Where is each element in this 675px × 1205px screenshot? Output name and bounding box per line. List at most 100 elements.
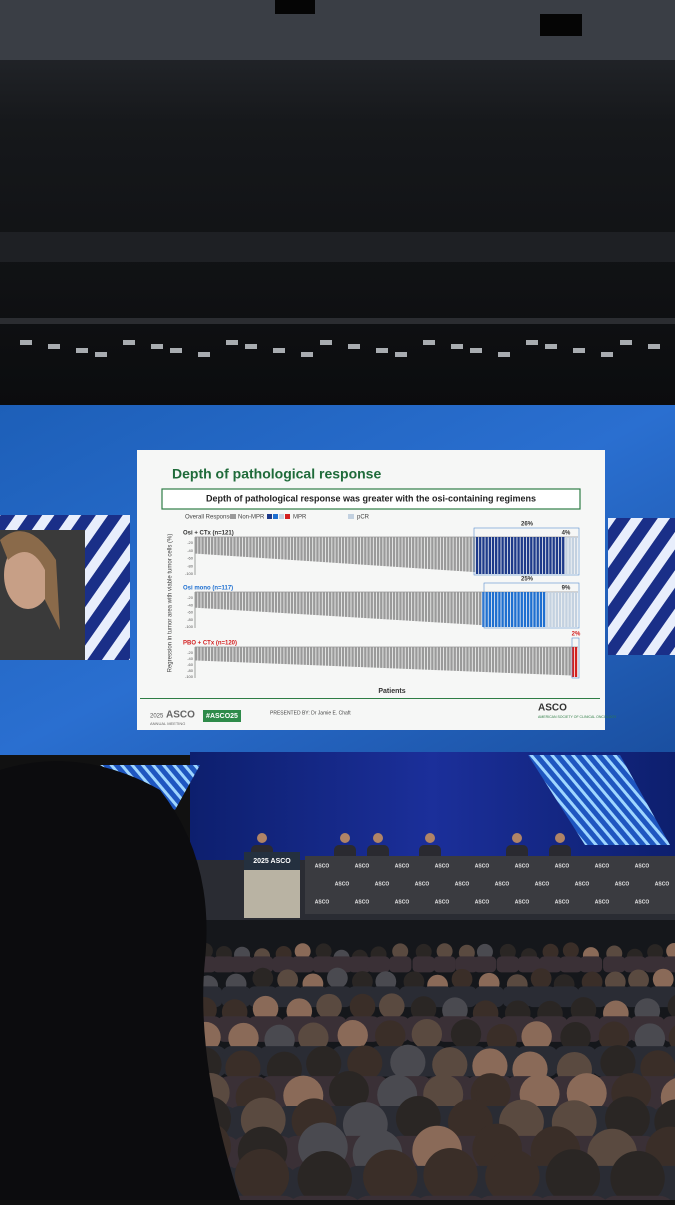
waterfall-bar — [396, 592, 399, 620]
audience-head — [450, 1019, 482, 1050]
stage-lights — [0, 318, 675, 357]
waterfall-bar — [542, 592, 546, 627]
waterfall-bar — [546, 647, 549, 675]
waterfall-bar — [268, 537, 271, 559]
audience-head — [298, 1022, 329, 1053]
waterfall-bar — [412, 537, 415, 569]
waterfall-bar — [427, 592, 431, 622]
waterfall-bar — [322, 647, 326, 666]
waterfall-bar — [491, 592, 495, 627]
waterfall-bar — [204, 647, 207, 661]
waterfall-bar — [297, 592, 300, 614]
waterfall-bar — [405, 592, 409, 621]
table-logos: ASCO ASCO ASCO ASCO ASCO ASCO ASCO ASCO ASCO ASCO… — [315, 863, 670, 905]
waterfall-bar — [290, 592, 294, 614]
table-logo: ASCO — [435, 863, 450, 869]
audience-body — [212, 956, 236, 973]
y-tick-label: -80 — [187, 563, 194, 568]
waterfall-bar — [201, 537, 204, 555]
waterfall-bar — [217, 592, 220, 610]
waterfall-bar — [319, 537, 322, 562]
panelist-head — [340, 833, 350, 843]
ceiling-vent — [275, 0, 315, 14]
audience-head — [375, 1020, 406, 1051]
table-logo: ASCO — [475, 863, 490, 869]
waterfall-bar — [501, 537, 504, 574]
waterfall-bar — [198, 647, 201, 661]
waterfall-bar — [504, 537, 507, 574]
waterfall-bar — [552, 592, 555, 627]
audience-head — [432, 1047, 468, 1083]
waterfall-bar — [571, 647, 575, 677]
audience-body — [559, 956, 583, 973]
y-axis-label: Regression in tumor area with viable tum… — [168, 534, 174, 673]
waterfall-bar — [351, 647, 354, 667]
table-logo: ASCO — [435, 899, 450, 905]
waterfall-bar — [479, 537, 482, 574]
waterfall-bar — [412, 647, 415, 670]
waterfall-bar — [226, 537, 230, 556]
waterfall-bar — [293, 592, 297, 614]
light-bar — [0, 318, 675, 324]
waterfall-bar — [351, 592, 354, 618]
audience-body — [502, 986, 532, 1008]
waterfall-bar — [412, 592, 415, 621]
waterfall-bar — [431, 537, 434, 570]
mpr-percent: 2% — [572, 632, 581, 638]
waterfall-bar — [421, 647, 425, 670]
waterfall-bar — [319, 592, 322, 616]
waterfall-bar — [354, 537, 357, 565]
audience-head — [476, 943, 493, 960]
waterfall-bar — [491, 537, 495, 574]
waterfall-bar — [507, 537, 511, 574]
waterfall-bar — [236, 647, 239, 663]
audience-head — [228, 1022, 259, 1054]
waterfall-bar — [453, 592, 456, 624]
waterfall-bar — [297, 647, 300, 665]
panel-label: PBO + CTx (n=120) — [183, 641, 237, 647]
waterfall-bar — [271, 647, 274, 664]
org-sub: AMERICAN SOCIETY OF CLINICAL ONCOLOGY — [538, 715, 617, 719]
waterfall-bar — [536, 647, 539, 675]
legend-swatch — [230, 514, 236, 519]
audience-head — [347, 1045, 383, 1081]
waterfall-bar — [287, 537, 290, 560]
waterfall-bar — [479, 592, 482, 626]
waterfall-bar — [249, 592, 252, 612]
waterfall-bar — [453, 647, 456, 671]
waterfall-bar — [325, 592, 329, 616]
waterfall-bar — [210, 592, 214, 609]
audience-head — [436, 943, 453, 960]
waterfall-bar — [277, 592, 281, 613]
y-tick-label: -100 — [185, 674, 194, 679]
waterfall-bar — [488, 592, 492, 627]
waterfall-bar — [236, 537, 239, 557]
waterfall-bar — [383, 647, 386, 669]
mpr-box — [483, 582, 580, 629]
panel-label: Osi mono (n=117) — [183, 586, 233, 592]
waterfall-bar — [271, 537, 274, 559]
waterfall-bar — [370, 592, 373, 619]
waterfall-bar — [443, 592, 447, 623]
audience-head — [423, 1147, 478, 1203]
waterfall-bar — [303, 537, 306, 561]
panel-table — [305, 856, 675, 914]
light — [395, 352, 407, 357]
audience-head — [647, 944, 664, 961]
waterfall-bar — [466, 537, 469, 572]
waterfall-bar — [431, 592, 434, 623]
waterfall-bar — [507, 592, 511, 627]
table-logo: ASCO — [655, 881, 670, 887]
waterfall-bar — [549, 647, 552, 675]
waterfall-bar — [507, 647, 511, 673]
waterfall-bar — [223, 592, 227, 610]
waterfall-bar — [469, 592, 472, 625]
waterfall-bar — [530, 647, 533, 674]
waterfall-bar — [453, 537, 456, 571]
light — [470, 348, 482, 353]
waterfall-bar — [281, 592, 284, 613]
waterfall-bar — [204, 592, 207, 609]
waterfall-bar — [252, 537, 255, 558]
audience-head — [337, 1020, 368, 1051]
